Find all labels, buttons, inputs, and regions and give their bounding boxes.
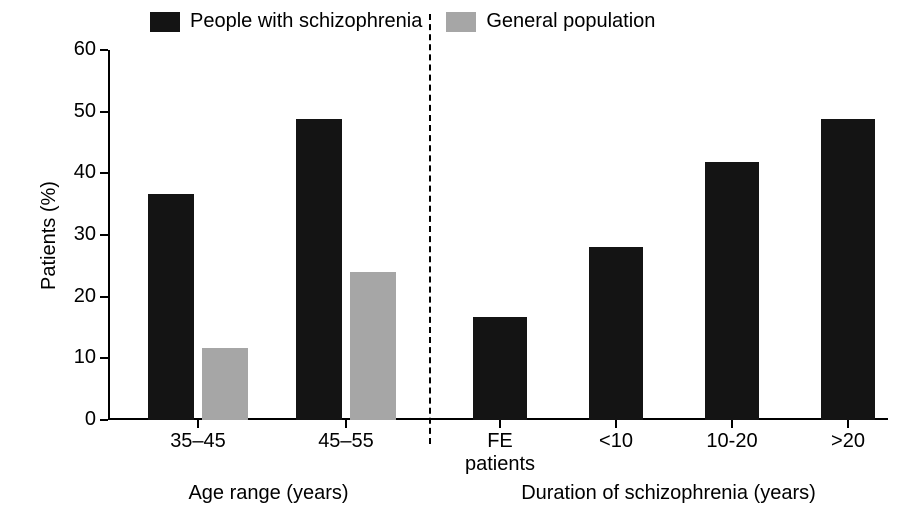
y-tick-label: 30 — [58, 223, 96, 246]
y-tick — [100, 234, 108, 236]
y-axis-line — [108, 50, 110, 420]
y-tick — [100, 296, 108, 298]
bar-general — [202, 348, 248, 420]
bar-schizophrenia — [296, 119, 342, 420]
legend-item: People with schizophrenia — [150, 10, 422, 33]
panel-divider — [429, 14, 431, 444]
y-tick — [100, 49, 108, 51]
x-tick — [731, 420, 733, 428]
y-tick-label: 40 — [58, 161, 96, 184]
x-category-label: <10 — [561, 430, 671, 453]
x-category-label: FE patients — [445, 430, 555, 476]
x-tick — [197, 420, 199, 428]
legend-swatch — [446, 12, 476, 32]
y-tick-label: 60 — [58, 38, 96, 61]
x-tick — [615, 420, 617, 428]
y-tick — [100, 172, 108, 174]
x-category-label: 45–55 — [286, 430, 406, 453]
bar-general — [350, 272, 396, 420]
legend-label: General population — [486, 10, 655, 33]
legend: People with schizophrenia General populat… — [150, 10, 655, 33]
bar-schizophrenia — [148, 194, 194, 420]
legend-item: General population — [446, 10, 655, 33]
x-tick — [847, 420, 849, 428]
bar-duration — [473, 317, 527, 420]
x-section-title-right: Duration of schizophrenia (years) — [469, 482, 868, 505]
bar-duration — [705, 162, 759, 420]
y-tick — [100, 419, 108, 421]
x-section-title-left: Age range (years) — [118, 482, 419, 505]
x-category-label: 35–45 — [138, 430, 258, 453]
plot-area: 010203040506035–4545–55FE patients<1010-… — [108, 50, 888, 420]
x-tick — [499, 420, 501, 428]
x-category-label: >20 — [793, 430, 903, 453]
legend-label: People with schizophrenia — [190, 10, 422, 33]
bar-duration — [821, 119, 875, 420]
bar-duration — [589, 247, 643, 420]
x-category-label: 10-20 — [677, 430, 787, 453]
x-tick — [345, 420, 347, 428]
y-tick — [100, 357, 108, 359]
y-tick — [100, 111, 108, 113]
y-tick-label: 0 — [58, 408, 96, 431]
legend-swatch — [150, 12, 180, 32]
y-tick-label: 20 — [58, 285, 96, 308]
y-tick-label: 10 — [58, 346, 96, 369]
bar-chart: People with schizophrenia General populat… — [0, 0, 912, 519]
y-tick-label: 50 — [58, 100, 96, 123]
